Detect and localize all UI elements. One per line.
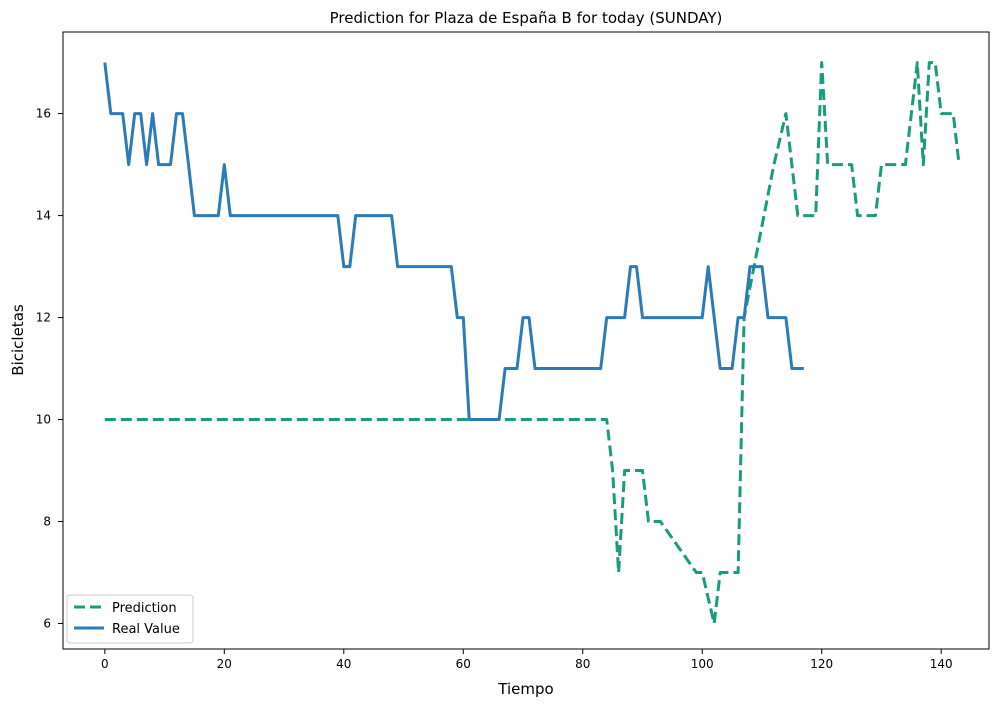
y-tick-label: 14: [36, 209, 51, 223]
x-tick-label: 0: [101, 657, 109, 671]
plot-frame: [62, 31, 990, 650]
x-axis: 0 20 40 60 80 100 120 140: [101, 649, 953, 671]
y-tick-label: 8: [43, 515, 51, 529]
series-layer: [103, 61, 961, 625]
x-tick-label: 140: [930, 657, 953, 671]
x-tick-label: 60: [456, 657, 471, 671]
y-axis: 6 8 10 12 14 16: [36, 107, 63, 631]
x-tick-label: 80: [575, 657, 590, 671]
y-tick-label: 6: [43, 617, 51, 631]
legend-label: Prediction: [112, 601, 177, 616]
y-tick-label: 12: [36, 311, 51, 325]
x-axis-title: Tiempo: [497, 680, 553, 698]
legend: Prediction Real Value: [66, 594, 194, 644]
y-tick-label: 16: [36, 107, 51, 121]
y-tick-label: 10: [36, 413, 51, 427]
chart-title: Prediction for Plaza de España B for tod…: [330, 9, 723, 27]
legend-label: Real Value: [112, 622, 180, 637]
x-tick-label: 100: [691, 657, 714, 671]
x-tick-label: 40: [336, 657, 351, 671]
series-line-real-value: [103, 62, 804, 421]
series-line-prediction: [104, 61, 961, 625]
x-tick-label: 20: [217, 657, 232, 671]
y-axis-title: Bicicletas: [9, 304, 27, 376]
x-tick-label: 120: [810, 657, 833, 671]
